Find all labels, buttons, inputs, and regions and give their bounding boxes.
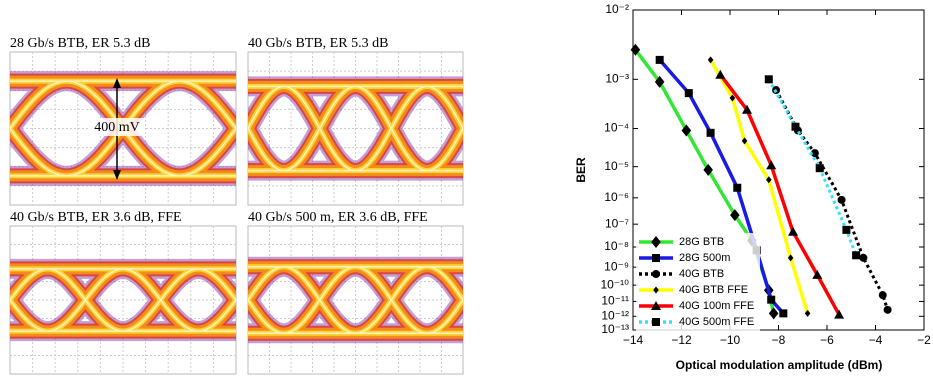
y-tick-label: 10⁻³	[605, 71, 629, 85]
marker	[852, 251, 860, 259]
legend-label: 28G 500m	[679, 252, 730, 264]
x-tick-label: −10	[720, 333, 741, 347]
y-tick-label: 10⁻¹²	[601, 308, 629, 322]
legend-label: 40G BTB FFE	[679, 284, 748, 296]
y-tick-label: 10⁻¹³	[601, 322, 629, 336]
y-tick-label: 10⁻¹⁰	[601, 277, 630, 291]
y-tick-label: 10⁻⁵	[604, 159, 629, 173]
marker	[842, 226, 850, 234]
eye-title: 28 Gb/s BTB, ER 5.3 dB	[10, 36, 150, 51]
y-tick-label: 10⁻²	[605, 2, 629, 16]
eye-panel	[212, 52, 570, 205]
legend-marker	[652, 318, 660, 326]
marker	[765, 75, 773, 83]
y-tick-label: 10⁻⁸	[604, 239, 629, 253]
marker	[791, 123, 799, 131]
y-tick-label: 10⁻⁷	[605, 216, 629, 230]
x-tick-label: −4	[869, 333, 883, 347]
marker	[656, 56, 664, 64]
y-tick-label: 10⁻¹¹	[601, 294, 629, 308]
legend-marker	[652, 254, 660, 262]
x-tick-label: −6	[820, 333, 834, 347]
eye-panel	[212, 226, 570, 374]
marker	[859, 254, 867, 262]
x-tick-label: −8	[772, 333, 786, 347]
eye-title: 40 Gb/s BTB, ER 3.6 dB, FFE	[10, 210, 182, 225]
marker	[769, 307, 779, 319]
marker	[779, 309, 787, 317]
marker	[788, 227, 798, 236]
legend-label: 40G 500m FFE	[679, 316, 754, 328]
marker	[884, 306, 892, 314]
marker	[707, 129, 715, 137]
figure: 28 Gb/s BTB, ER 5.3 dB 40 Gb/s BTB, ER 5…	[0, 0, 933, 379]
x-tick-label: −2	[917, 333, 931, 347]
marker	[879, 291, 887, 299]
x-axis-label: Optical modulation amplitude (dBm)	[676, 358, 883, 372]
legend-label: 40G BTB	[679, 268, 724, 280]
y-tick-label: 10⁻⁹	[604, 259, 629, 273]
marker	[685, 89, 693, 97]
annotation: 400 mV	[94, 120, 140, 135]
y-axis-label: BER	[574, 157, 588, 183]
x-tick-label: −12	[671, 333, 692, 347]
y-tick-label: 10⁻⁶	[604, 190, 629, 204]
marker	[838, 196, 846, 204]
marker	[767, 296, 775, 304]
marker	[816, 164, 824, 172]
legend-label: 40G 100m FFE	[679, 300, 754, 312]
eye-title: 40 Gb/s BTB, ER 5.3 dB	[248, 36, 388, 51]
eye-title: 40 Gb/s 500 m, ER 3.6 dB, FFE	[248, 210, 428, 225]
page: 28 Gb/s BTB, ER 5.3 dB 40 Gb/s BTB, ER 5…	[0, 0, 933, 384]
y-tick-label: 10⁻⁴	[604, 121, 629, 135]
legend-marker	[652, 270, 660, 278]
marker	[733, 184, 741, 192]
legend-label: 28G BTB	[679, 236, 724, 248]
